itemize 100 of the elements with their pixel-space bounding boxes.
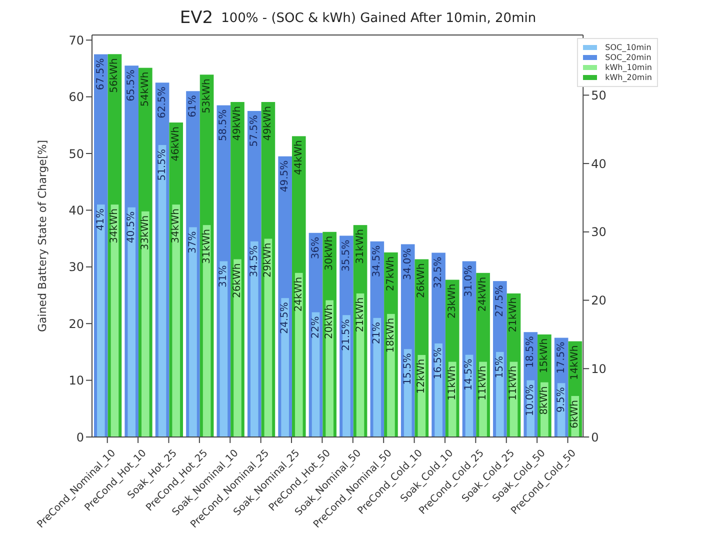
y-tick-label: 30 [68,260,84,274]
data-label: 18.5% [525,336,536,368]
data-label: 6kWh [570,400,581,428]
chart-title: 100% - (SOC & kWh) Gained After 10min, 20min [221,10,536,26]
bar [373,318,382,437]
y-tick-label: 70 [68,33,84,48]
bar [97,204,105,437]
data-label: 22% [310,316,322,338]
bar [496,352,504,437]
data-label: 27.5% [494,285,506,317]
data-label: 34kWh [109,208,120,244]
data-label: 33kWh [140,215,151,250]
data-label: 8kWh [538,386,550,415]
data-label: 41% [95,208,106,231]
data-label: 54kWh [140,72,151,107]
y-tick-label: 0 [76,430,84,444]
data-label: 31% [218,265,230,288]
data-label: 10.0% [525,384,536,416]
data-label: 11kWh [446,366,458,401]
data-label: 21.5% [340,319,352,351]
y2-tick-label: 0 [591,430,599,444]
legend-label: kWh_20min [605,73,652,82]
data-label: 21kWh [354,297,366,332]
data-label: 34.0% [402,248,414,280]
data-label: 36% [310,236,322,260]
data-label: 49kWh [262,106,274,141]
data-label: 17.5% [556,342,567,374]
data-label: 34.5% [248,245,260,278]
data-label: 31kWh [354,229,366,264]
text: EV2 [180,8,214,28]
bar [220,261,228,437]
data-label: 27kWh [385,256,396,292]
bar [189,227,197,437]
data-label: 34.5% [372,245,383,278]
y-axis-title: Gained Battery State of Charge[%] [36,140,49,332]
data-label: 37% [187,231,198,254]
data-label: 49kWh [232,106,243,141]
data-label: 46kWh [170,126,182,162]
bar [128,207,136,437]
y2-tick-label: 40 [591,156,606,171]
data-label: 24.5% [280,302,291,334]
data-label: 26kWh [416,263,428,298]
data-label: 57.5% [248,114,260,147]
y-tick-label: 20 [68,316,84,331]
bar [342,315,350,437]
data-label: 24kWh [478,276,489,312]
bar [110,204,119,437]
data-label: 29kWh [262,242,274,278]
bar [172,204,180,437]
legend-label: SOC_20min [605,53,652,62]
data-label: 14.5% [464,358,475,391]
y-tick-label: 40 [68,203,84,218]
data-label: 9.5% [556,387,567,413]
y2-tick-label: 50 [591,88,606,102]
bar [404,349,412,437]
data-label: 40.5% [126,211,138,244]
data-label: 12kWh [416,358,428,394]
data-label: 32.5% [433,256,444,289]
data-label: 56kWh [109,58,120,93]
bar [234,259,242,437]
data-label: 15% [494,356,506,378]
data-label: 23kWh [446,284,458,319]
data-label: 31.0% [464,265,475,298]
data-label: 16.5% [433,347,444,380]
data-label: 20kWh [324,304,336,340]
data-label: 11kWh [508,366,520,401]
y2-tick-label: 10 [591,362,606,376]
data-label: 24kWh [293,276,304,312]
data-label: 62.5% [156,86,168,118]
data-label: 26kWh [232,263,243,298]
bar [250,241,258,437]
data-label: 34kWh [170,208,182,244]
data-label: 51.5% [156,148,168,181]
bar [326,300,334,437]
data-label: 53kWh [201,78,212,114]
bar [281,298,289,437]
y2-tick-label: 30 [591,225,606,240]
data-label: 21% [372,322,383,344]
data-label: 21kWh [508,297,520,332]
data-label: 15kWh [538,338,550,374]
data-label: 44kWh [293,140,304,175]
bar [294,272,303,437]
bar [158,144,166,437]
legend-label: kWh_10min [605,63,652,72]
data-label: 58.5% [218,109,230,142]
legend-label: SOC_10min [605,43,652,52]
y-tick-label: 50 [68,146,84,161]
y-tick-label: 10 [68,374,84,388]
data-label: 15.5% [402,353,414,385]
data-label: 61% [187,95,198,118]
bar [142,211,150,437]
data-label: 49.5% [280,160,291,192]
y2-tick-label: 20 [591,294,606,308]
data-label: 67.5% [95,58,106,90]
data-label: 18kWh [385,318,396,353]
data-label: 11kWh [478,366,489,401]
data-label: 14kWh [570,345,581,380]
data-label: 35.5% [340,240,352,272]
data-label: 65.5% [126,70,138,102]
y-tick-label: 60 [68,90,84,104]
